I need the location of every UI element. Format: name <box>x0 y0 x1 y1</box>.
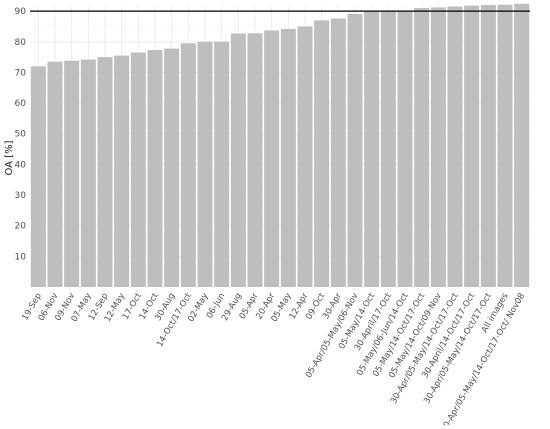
bar <box>364 11 380 288</box>
bar <box>114 55 130 288</box>
y-tick-label: 70 <box>15 68 27 78</box>
y-tick-label: 40 <box>15 160 27 170</box>
y-tick-label: 10 <box>15 252 27 262</box>
bar <box>47 61 63 288</box>
bar <box>247 33 263 288</box>
y-tick-label: 90 <box>15 7 27 17</box>
x-axis-ticks: 19-Sep06-Nov09-Nov07-May12-Sep12-May17-O… <box>20 291 527 429</box>
y-axis-label: OA [%] <box>4 140 15 175</box>
bar <box>447 6 463 287</box>
bar <box>430 7 446 287</box>
bar <box>264 30 280 287</box>
bar <box>280 28 296 288</box>
y-tick-label: 30 <box>15 191 27 201</box>
bar <box>330 18 346 287</box>
bar <box>30 66 46 287</box>
bar <box>414 8 430 288</box>
bar <box>314 20 330 288</box>
bar <box>147 50 163 287</box>
bar <box>64 60 80 287</box>
bar <box>480 5 496 287</box>
bar <box>397 10 413 287</box>
bar <box>130 52 146 288</box>
bar <box>214 41 230 287</box>
bar <box>497 4 513 287</box>
bar <box>230 33 246 287</box>
bar <box>514 3 530 287</box>
bar <box>380 11 396 288</box>
bar <box>180 43 196 287</box>
y-tick-label: 50 <box>15 130 27 140</box>
y-axis-ticks: 10 20 30 40 50 60 70 80 90 <box>15 7 27 262</box>
y-tick-label: 80 <box>15 38 27 48</box>
y-tick-label: 60 <box>15 99 27 109</box>
bar <box>80 59 96 288</box>
y-tick-label: 20 <box>15 222 27 232</box>
bar <box>164 48 180 287</box>
bar <box>347 13 363 288</box>
bar <box>97 57 113 287</box>
bar <box>197 41 213 287</box>
bar <box>464 5 480 288</box>
bars <box>30 3 530 288</box>
bar <box>297 26 313 288</box>
